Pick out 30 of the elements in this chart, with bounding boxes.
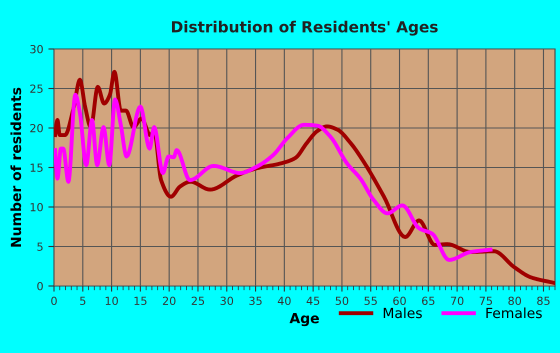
y-tick-label: 25 — [30, 84, 43, 93]
x-tick-label: 40 — [278, 296, 291, 306]
chart-title: Distribution of Residents' Ages — [172, 20, 438, 36]
x-tick-label: 0 — [51, 296, 57, 306]
y-tick-label: 0 — [37, 282, 43, 290]
legend-label: Females — [486, 307, 542, 318]
x-tick-label: 75 — [480, 296, 492, 306]
x-tick-label: 15 — [134, 296, 146, 306]
x-tick-label: 20 — [162, 296, 176, 306]
x-tick-label: 85 — [537, 296, 550, 306]
y-tick-label: 30 — [30, 44, 43, 54]
x-tick-label: 70 — [450, 296, 464, 306]
x-tick-label: 35 — [249, 296, 262, 306]
x-tick-label: 60 — [393, 296, 406, 306]
x-tick-label: 80 — [508, 296, 522, 306]
legend-label: Males — [384, 307, 422, 318]
x-tick-label: 55 — [364, 296, 377, 306]
x-tick-label: 30 — [220, 296, 234, 306]
x-tick-label: 5 — [80, 296, 86, 306]
x-tick-label: 45 — [306, 296, 320, 306]
y-tick-label: 10 — [30, 202, 43, 212]
x-tick-label: 65 — [422, 296, 434, 306]
x-tick-label: 25 — [192, 296, 204, 306]
x-tick-label: 50 — [336, 296, 348, 306]
y-tick-label: 5 — [37, 242, 43, 251]
x-tick-label: 10 — [106, 296, 118, 306]
y-axis-title: Number of residents — [10, 88, 22, 247]
y-tick-label: 20 — [30, 124, 43, 132]
x-axis-title: Age — [290, 313, 319, 326]
y-tick-label: 15 — [30, 164, 43, 172]
